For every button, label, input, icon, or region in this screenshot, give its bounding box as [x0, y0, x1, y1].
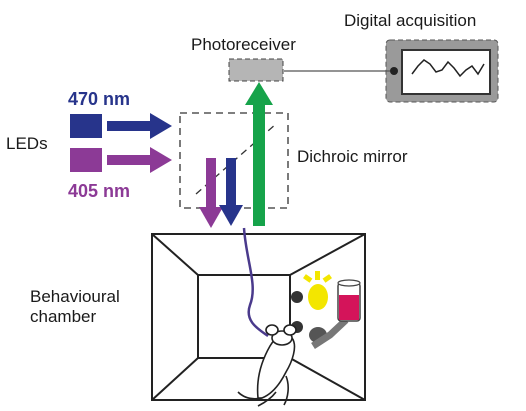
leds-label: LEDs: [6, 134, 48, 153]
excitation-470-down-arrow: [219, 158, 243, 226]
behavioural-chamber: [151, 233, 366, 401]
mouse-icon: [237, 324, 297, 407]
reward-bottle: [311, 279, 361, 349]
led-405-arrow: [107, 147, 172, 173]
wavelength-470-label: 470 nm: [68, 89, 131, 109]
behavioural-chamber-label: Behavioural chamber: [30, 287, 120, 326]
digital-acquisition-device: [385, 39, 499, 103]
wavelength-405-label: 405 nm: [68, 181, 131, 201]
nose-poke-hole-1: [291, 291, 303, 303]
led-470-arrow: [107, 113, 172, 139]
acquisition-trace-icon: [411, 59, 485, 78]
digital-acquisition-label: Digital acquisition: [344, 11, 477, 30]
acquisition-input-knob: [390, 67, 398, 75]
cue-light-icon: [303, 271, 332, 310]
led-405-block: [70, 148, 102, 172]
excitation-405-down-arrow: [199, 158, 223, 228]
emission-green-up-arrow: [245, 82, 273, 226]
behavioural-chamber-label-line2: chamber: [30, 306, 97, 326]
optical-fiber-cable: [242, 227, 269, 338]
behavioural-chamber-label-line1: Behavioural: [30, 287, 120, 306]
dichroic-mirror-label: Dichroic mirror: [297, 147, 408, 166]
photoreceiver-label: Photoreceiver: [191, 35, 296, 54]
led-470-block: [70, 114, 102, 138]
photoreceiver-box: [228, 58, 284, 82]
